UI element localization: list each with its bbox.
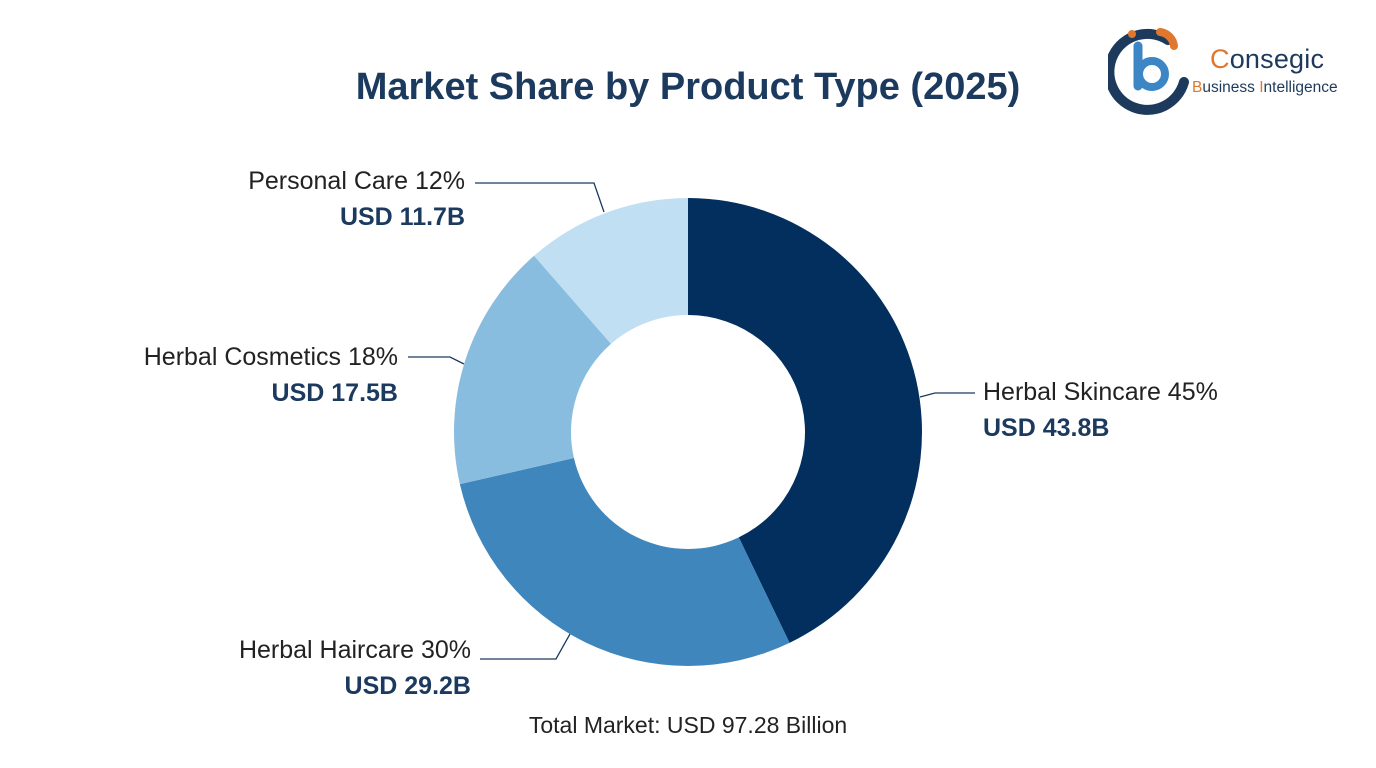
logo-name: Consegic [1210, 44, 1325, 74]
slice-label-herbal-haircare: Herbal Haircare 30% [239, 636, 471, 664]
logo-tagline: Business Intelligence [1192, 79, 1338, 96]
chart-title: Market Share by Product Type (2025) [355, 66, 1021, 108]
slice-label-herbal-skincare: Herbal Skincare 45% [983, 378, 1218, 406]
total-market-note: Total Market: USD 97.28 Billion [528, 712, 848, 738]
slice-labels: Herbal Skincare 45% USD 43.8B Herbal Hairc… [144, 167, 1218, 700]
leader-line-personal-care [475, 182, 605, 213]
slice-label-herbal-cosmetics: Herbal Cosmetics 18% [144, 343, 398, 371]
slice-value-personal-care: USD 11.7B [340, 203, 465, 231]
slice-value-herbal-haircare: USD 29.2B [345, 672, 471, 700]
leader-line-herbal-skincare [919, 392, 975, 398]
slice-value-herbal-cosmetics: USD 17.5B [272, 379, 398, 407]
leader-line-herbal-haircare [480, 633, 571, 660]
leader-line-herbal-cosmetics [408, 356, 465, 365]
leader-lines [408, 182, 975, 660]
slice-label-personal-care: Personal Care 12% [248, 167, 465, 195]
company-logo: Consegic Business Intelligence [1108, 26, 1358, 118]
logo-mark-icon [1108, 28, 1189, 115]
slice-group [454, 198, 922, 666]
slice-personal-care [534, 198, 688, 344]
slice-herbal-skincare [688, 198, 922, 643]
slice-herbal-cosmetics [454, 255, 612, 485]
slice-value-herbal-skincare: USD 43.8B [983, 414, 1109, 442]
slice-herbal-haircare [459, 458, 790, 666]
